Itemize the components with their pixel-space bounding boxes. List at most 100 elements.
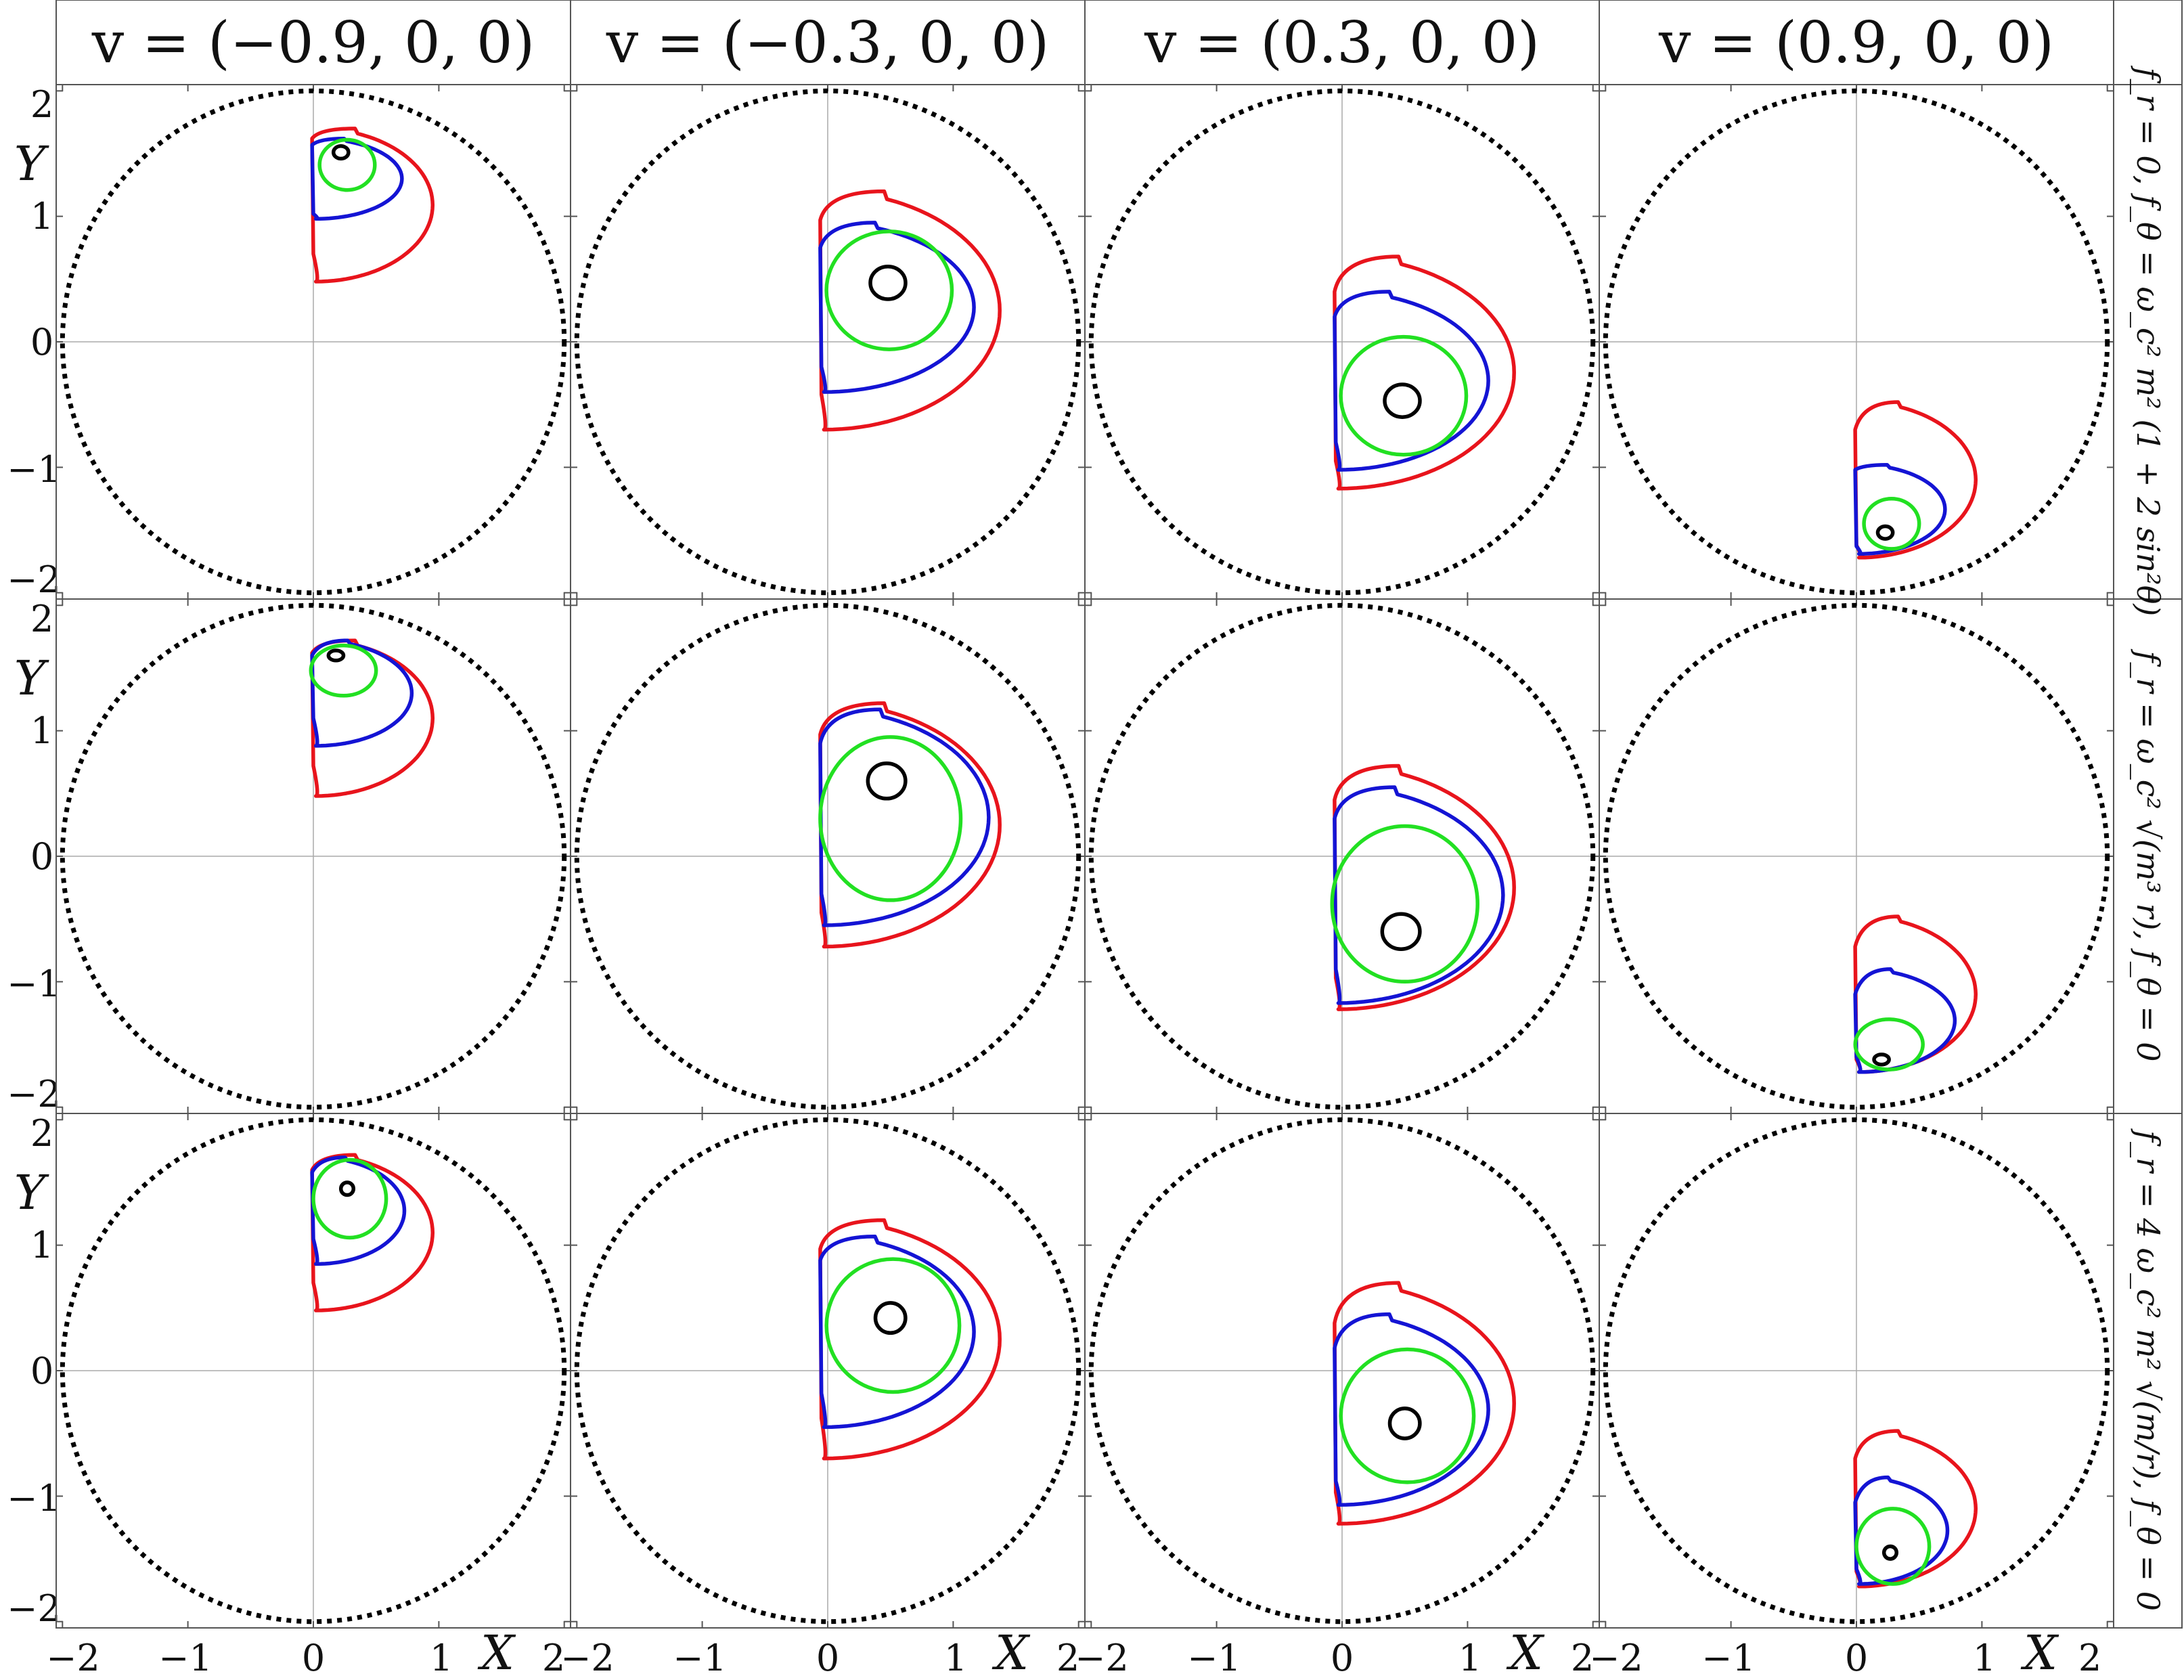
x-axis-labels: −2 −1 0 1 2 X −2 −1 0 1 2 X −2 −1 0 1 2 … bbox=[46, 1625, 2101, 1680]
black-orbit-curve bbox=[338, 1180, 356, 1197]
y-tick-r3-m2: −2 bbox=[7, 1587, 61, 1630]
x-tick-c2-0: 0 bbox=[816, 1637, 839, 1679]
blue-orbit-curve bbox=[1853, 967, 1957, 1074]
green-orbit-curve bbox=[1862, 496, 1921, 551]
black-orbit-curve bbox=[1380, 912, 1422, 951]
y-tick-r1-m2: −2 bbox=[7, 558, 61, 601]
column-title-3: v = (0.3, 0, 0) bbox=[1144, 9, 1540, 76]
green-orbit-curve bbox=[824, 229, 954, 351]
boundary-circle bbox=[1088, 88, 1596, 596]
column-header-row: v = (−0.9, 0, 0) v = (−0.3, 0, 0) v = (0… bbox=[55, 0, 2183, 85]
x-tick-c4-1: 1 bbox=[1973, 1637, 1996, 1679]
red-orbit-curve bbox=[1333, 255, 1516, 491]
red-orbit-curve bbox=[818, 701, 1002, 949]
row-label-3: f_r = 4 ω_c² m² √(m/r), f_θ = 0 bbox=[2130, 1128, 2166, 1611]
boundary-circle bbox=[60, 1117, 567, 1624]
x-tick-c3-m1: −1 bbox=[1187, 1637, 1241, 1679]
black-orbit-curve bbox=[331, 144, 351, 161]
blue-orbit-curve bbox=[1333, 1312, 1490, 1507]
panel-r2-c2 bbox=[570, 598, 1086, 1114]
y-tick-r2-0: 0 bbox=[30, 835, 53, 878]
blue-orbit-curve bbox=[818, 1234, 976, 1430]
x-tick-c1-1: 1 bbox=[430, 1637, 453, 1679]
red-orbit-curve bbox=[818, 189, 1002, 432]
boundary-circle bbox=[1088, 1117, 1596, 1624]
green-orbit-curve bbox=[309, 643, 378, 698]
green-orbit-curve bbox=[1339, 334, 1469, 457]
x-tick-c1-m1: −1 bbox=[158, 1637, 213, 1679]
column-title-1: v = (−0.9, 0, 0) bbox=[91, 9, 535, 76]
y-tick-r2-m1: −1 bbox=[7, 963, 61, 1005]
red-orbit-curve bbox=[310, 127, 435, 284]
panel-r1-c1 bbox=[55, 84, 571, 600]
black-orbit-curve bbox=[326, 648, 346, 663]
y-axis-labels: 2 1 0 −1 −2 Y 2 1 0 −1 −2 Y 2 1 0 −1 −2 … bbox=[7, 83, 61, 1630]
column-title-4: v = (0.9, 0, 0) bbox=[1658, 9, 2054, 76]
x-axis-label-col-4: X bbox=[2020, 1625, 2059, 1680]
panel-r3-c1 bbox=[55, 1113, 571, 1629]
x-tick-c1-m2: −2 bbox=[46, 1637, 100, 1679]
x-tick-c2-m1: −1 bbox=[673, 1637, 727, 1679]
black-orbit-curve bbox=[868, 265, 908, 301]
blue-orbit-curve bbox=[1853, 462, 1947, 556]
boundary-circle bbox=[60, 602, 567, 1110]
x-tick-c4-2: 2 bbox=[2078, 1637, 2101, 1679]
red-orbit-curve bbox=[1333, 764, 1516, 1011]
black-orbit-curve bbox=[1881, 1544, 1899, 1561]
panel-grid bbox=[55, 84, 2114, 1629]
boundary-circle bbox=[1603, 88, 2110, 596]
x-tick-c1-2: 2 bbox=[542, 1637, 565, 1679]
row-label-2: f_r = ω_c² √(m³ r), f_θ = 0 bbox=[2130, 648, 2166, 1061]
green-orbit-curve bbox=[1330, 824, 1479, 984]
y-tick-r3-1: 1 bbox=[30, 1224, 53, 1266]
y-axis-label-row-3: Y bbox=[14, 1165, 49, 1220]
red-orbit-curve bbox=[1853, 400, 1978, 560]
red-orbit-curve bbox=[310, 1153, 435, 1312]
x-tick-c2-2: 2 bbox=[1056, 1637, 1079, 1679]
x-axis-label-col-2: X bbox=[991, 1625, 1031, 1680]
y-tick-r3-m1: −1 bbox=[7, 1477, 61, 1520]
column-title-2: v = (−0.3, 0, 0) bbox=[606, 9, 1049, 76]
y-tick-r1-2: 2 bbox=[30, 83, 53, 126]
green-orbit-curve bbox=[1853, 1017, 1925, 1071]
y-tick-r1-0: 0 bbox=[30, 321, 53, 363]
green-orbit-curve bbox=[317, 137, 377, 192]
blue-orbit-curve bbox=[1333, 785, 1505, 1005]
x-axis-label-col-1: X bbox=[477, 1625, 516, 1680]
boundary-circle bbox=[574, 88, 1082, 596]
black-orbit-curve bbox=[1383, 382, 1422, 419]
red-orbit-curve bbox=[1853, 1429, 1978, 1589]
row-label-1: f_r = 0, f_θ = ω_c² m² (1 + 2 sin²θ) bbox=[2130, 66, 2166, 617]
x-tick-c2-1: 1 bbox=[944, 1637, 967, 1679]
green-orbit-curve bbox=[1339, 1347, 1476, 1484]
boundary-circle bbox=[1603, 602, 2110, 1110]
y-tick-r1-1: 1 bbox=[30, 195, 53, 238]
boundary-circle bbox=[1603, 1117, 2110, 1624]
boundary-circle bbox=[574, 1117, 1082, 1624]
x-tick-c4-m1: −1 bbox=[1701, 1637, 1756, 1679]
panel-r2-c4 bbox=[1599, 598, 2114, 1114]
black-orbit-curve bbox=[873, 1301, 908, 1335]
blue-orbit-curve bbox=[1853, 1475, 1950, 1586]
y-axis-label-row-1: Y bbox=[14, 136, 49, 192]
black-orbit-curve bbox=[1387, 1406, 1422, 1440]
y-tick-r3-0: 0 bbox=[30, 1350, 53, 1392]
boundary-circle bbox=[60, 88, 567, 596]
y-tick-r2-1: 1 bbox=[30, 709, 53, 752]
red-orbit-curve bbox=[818, 1218, 1002, 1461]
blue-orbit-curve bbox=[1333, 290, 1490, 472]
black-orbit-curve bbox=[866, 761, 908, 801]
boundary-circle bbox=[1088, 602, 1596, 1110]
boundary-circle bbox=[574, 602, 1082, 1110]
black-orbit-curve bbox=[1875, 524, 1895, 541]
x-tick-c3-1: 1 bbox=[1458, 1637, 1481, 1679]
x-tick-c4-0: 0 bbox=[1845, 1637, 1868, 1679]
black-orbit-curve bbox=[1872, 1053, 1891, 1067]
y-tick-r3-2: 2 bbox=[30, 1112, 53, 1155]
x-axis-label-col-3: X bbox=[1506, 1625, 1545, 1680]
green-orbit-curve bbox=[824, 1257, 962, 1394]
x-tick-c1-0: 0 bbox=[302, 1637, 325, 1679]
x-tick-c3-m2: −2 bbox=[1075, 1637, 1129, 1679]
x-tick-c3-0: 0 bbox=[1331, 1637, 1354, 1679]
